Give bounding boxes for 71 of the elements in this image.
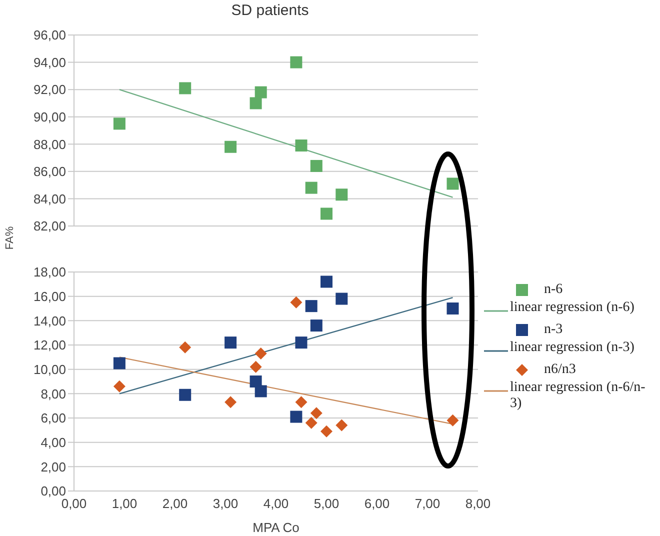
legend-label: linear regression (n-6/n-3) [510,380,646,412]
point [336,188,348,201]
point [254,86,267,98]
legend-label: linear regression (n-3) [510,340,636,356]
point [305,416,318,429]
y-tick-label: 0,00 [40,484,66,499]
point [320,208,332,220]
point [320,276,332,288]
x-tick-label: 3,00 [212,496,238,512]
y-tick-label: 6,00 [40,410,66,426]
x-axis-title: MPA Co [252,520,300,535]
y-axis-title: FA% [4,225,16,252]
point [310,407,322,420]
x-tick-label: 6,00 [364,496,390,512]
legend-label: n-6 [544,282,563,298]
point [336,292,348,305]
point [320,425,332,438]
x-tick-label: 5,00 [314,496,340,512]
point [179,341,192,354]
legend-label: linear regression (n-6) [510,300,636,316]
y-tick-label: 90,00 [33,109,66,124]
point [290,296,302,308]
point [310,160,322,172]
y-tick-label: 94,00 [33,54,66,70]
x-tick-label: 0,00 [61,496,87,512]
y-tick-label: 4,00 [40,434,66,450]
point [224,140,237,153]
point [446,178,459,190]
x-tick-label: 4,00 [263,496,289,512]
x-tick-label: 8,00 [465,496,491,512]
point [305,182,318,194]
point [446,414,459,426]
point [224,396,237,408]
y-tick-label: 88,00 [33,136,66,152]
point [224,336,237,349]
point [250,360,262,373]
point [290,56,302,68]
y-tick-label: 82,00 [33,218,66,234]
point [305,300,318,312]
y-tick-label: 16,00 [33,288,66,304]
y-tick-label: 96,00 [33,28,66,43]
point [179,388,192,401]
y-tick-label: 8,00 [40,386,66,402]
y-tick-label: 18,00 [33,264,66,280]
point [254,348,267,360]
chart-title: SD patients [230,2,310,19]
legend-label: n6/n3 [544,362,576,378]
point [179,82,192,94]
y-tick-label: 86,00 [33,164,66,180]
point [254,385,267,398]
point [295,396,308,408]
point [113,357,126,370]
y-tick-label: 10,00 [33,362,66,377]
point [250,97,262,110]
point [295,336,308,349]
x-tick-label: 2,00 [162,496,188,512]
y-tick-label: 12,00 [33,338,66,353]
point [113,380,126,392]
point [336,419,348,432]
y-tick-label: 92,00 [33,82,66,98]
y-tick-label: 84,00 [33,191,66,206]
point [113,118,126,130]
legend-label: n-3 [544,322,563,338]
point [290,410,302,423]
y-tick-label: 2,00 [40,459,66,474]
y-tick-label: 14,00 [33,313,66,328]
point [295,140,308,152]
x-tick-label: 1,00 [112,496,138,512]
point [310,320,322,332]
point [446,302,459,314]
x-tick-label: 7,00 [414,496,440,512]
